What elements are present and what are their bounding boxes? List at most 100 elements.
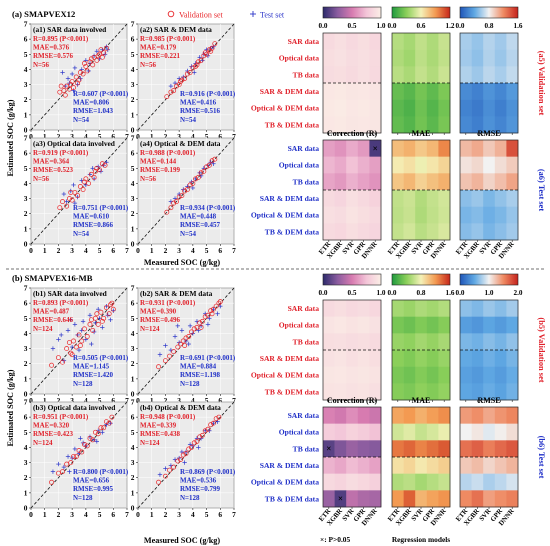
test-point xyxy=(72,65,78,71)
heatmap-cell xyxy=(392,223,404,241)
validation-point xyxy=(179,77,185,83)
x-tick-label: 5 xyxy=(205,246,209,255)
heatmap-cell xyxy=(334,457,347,474)
colorbar-tick-label: 0.5 xyxy=(348,289,357,297)
validation-point xyxy=(191,326,197,332)
heatmap-cell xyxy=(392,300,404,317)
validation-point xyxy=(94,165,100,171)
y-tick-label: 5 xyxy=(131,428,135,437)
heatmap-cell xyxy=(438,99,451,117)
heatmap-row-label: Optical & DEM data xyxy=(251,104,319,113)
heatmap-cell xyxy=(483,223,496,241)
heatmap-cell xyxy=(426,333,439,351)
heatmap-cell xyxy=(506,206,519,224)
heatmap-cell xyxy=(392,33,404,50)
heatmap-row-label: TB & DEM data xyxy=(265,387,319,396)
x-tick-label: 1 xyxy=(43,510,47,519)
panel-title: (b3) Optical data involved xyxy=(33,403,116,412)
y-tick-label: 0 xyxy=(131,126,135,135)
x-tick-label: 5 xyxy=(205,396,209,405)
heatmap-cell xyxy=(369,366,382,384)
heatmap-cell xyxy=(460,66,472,84)
one-to-one-line xyxy=(30,23,128,131)
validation-stat: R=0.948 (P<0.001) xyxy=(140,413,196,421)
heatmap-cell xyxy=(426,49,439,67)
heatmap-cell xyxy=(323,383,335,401)
validation-point xyxy=(97,51,103,57)
test-stat: MAE=0.536 xyxy=(180,477,217,485)
y-tick-label: 7 xyxy=(24,284,28,293)
validation-stat: N=56 xyxy=(33,61,50,69)
validation-point xyxy=(183,335,189,341)
validation-stat: MAE=0.364 xyxy=(33,158,70,166)
validation-point xyxy=(69,197,75,203)
validation-point xyxy=(79,449,85,455)
validation-point xyxy=(101,50,107,56)
test-stat: MAE=0.448 xyxy=(180,213,217,221)
test-point xyxy=(71,182,76,188)
y-tick-label: 3 xyxy=(131,80,135,89)
y-tick-label: 0 xyxy=(131,504,135,513)
heatmap-row-label: SAR data xyxy=(288,411,320,420)
heatmap-cell xyxy=(415,190,428,207)
heatmap-cell xyxy=(506,140,519,157)
validation-point xyxy=(55,470,61,476)
heatmap-cell xyxy=(506,333,519,351)
validation-stat: N=56 xyxy=(140,175,157,183)
heatmap-cell xyxy=(369,99,382,117)
test-point xyxy=(65,328,71,333)
x-tick-label: 1 xyxy=(43,396,47,405)
y-tick-label: 2 xyxy=(131,359,135,368)
test-point xyxy=(96,307,101,312)
x-tick-label: 7 xyxy=(232,246,236,255)
x-tick-label: 7 xyxy=(125,132,129,141)
validation-point xyxy=(64,203,70,209)
heatmap-cell xyxy=(346,490,359,508)
heatmap-cell xyxy=(369,407,382,424)
heatmap-cell xyxy=(323,316,335,334)
x-tick-label: 0 xyxy=(136,132,140,141)
validation-point xyxy=(189,329,194,335)
heatmap-cell xyxy=(323,350,335,367)
test-point xyxy=(108,317,113,322)
axis-ylabel-a: Estimated SOC (g/kg) xyxy=(6,99,15,176)
test-point xyxy=(58,332,64,338)
heatmap-cell xyxy=(357,490,370,508)
heatmap-cell xyxy=(392,457,404,474)
heatmap-cell xyxy=(438,140,451,157)
validation-point xyxy=(195,174,201,180)
test-point xyxy=(97,316,102,321)
validation-point xyxy=(49,362,55,368)
y-tick-label: 1 xyxy=(131,110,135,119)
heatmap-cell xyxy=(506,156,519,174)
test-point xyxy=(215,311,220,316)
heatmap-cell xyxy=(483,423,496,441)
heatmap-cell xyxy=(494,473,507,491)
test-point xyxy=(182,460,187,465)
validation-point xyxy=(76,77,82,83)
validation-stat: RMSE=0.646 xyxy=(33,316,73,324)
validation-point xyxy=(186,446,192,452)
heatmap-cell xyxy=(357,383,370,401)
heatmap-cell xyxy=(460,173,472,191)
heatmap-cell xyxy=(323,440,335,458)
validation-stat: R=0.951 (P<0.001) xyxy=(33,413,89,421)
legend: Validation set Test set xyxy=(167,11,285,20)
heatmap-cell xyxy=(403,316,416,334)
validation-point xyxy=(77,343,83,348)
x-tick-label: 5 xyxy=(205,510,209,519)
heatmap-cell xyxy=(369,383,382,401)
heatmap-cell xyxy=(323,66,335,84)
heatmap-cell xyxy=(415,350,428,367)
validation-point xyxy=(77,70,83,75)
validation-point xyxy=(87,59,93,65)
validation-point xyxy=(82,60,87,66)
test-stat: R=0.607 (P<0.001) xyxy=(73,90,129,98)
validation-stat: MAE=0.487 xyxy=(33,308,70,316)
colorbar-tick-label: 0.8 xyxy=(417,289,426,297)
validation-point xyxy=(93,429,98,435)
heatmap-cell xyxy=(357,66,370,84)
colorbar xyxy=(322,6,382,19)
y-tick-label: 0 xyxy=(24,390,28,399)
